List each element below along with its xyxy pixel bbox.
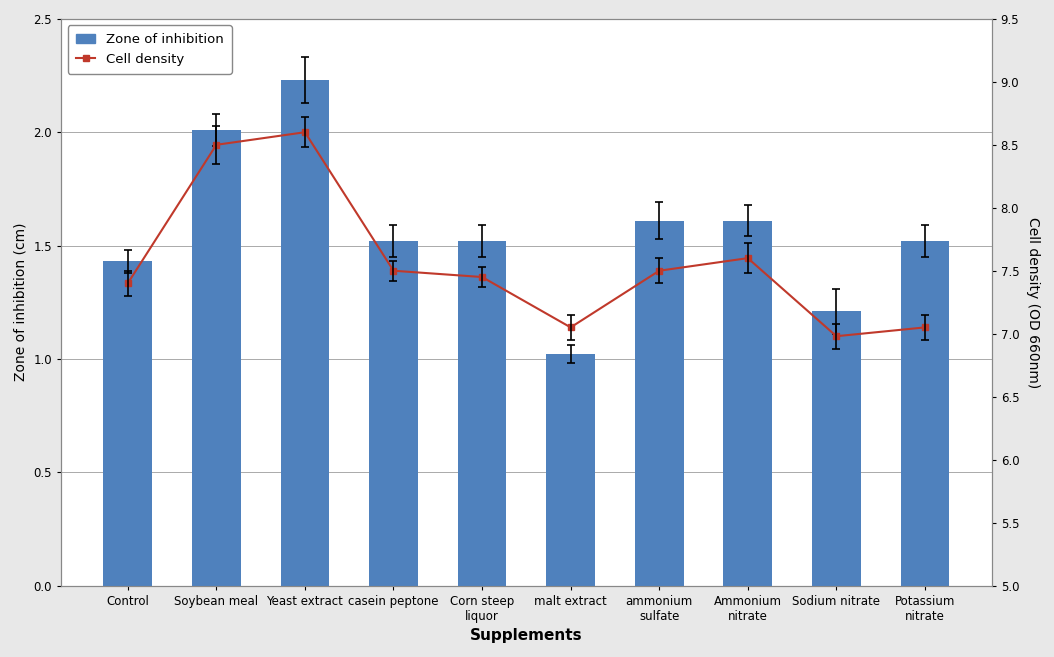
Bar (812, 311, 861, 585)
Legend: Zone of inhibition, Cell density: Zone of inhibition, Cell density (67, 26, 232, 74)
Y-axis label: Cell density (OD 660nm): Cell density (OD 660nm) (1027, 217, 1040, 388)
Bar (546, 354, 596, 585)
Y-axis label: Zone of inhibition (cm): Zone of inhibition (cm) (14, 223, 27, 382)
X-axis label: Supplements: Supplements (470, 628, 583, 643)
Bar (723, 221, 773, 585)
Bar (900, 241, 950, 585)
Bar (635, 221, 684, 585)
Bar (369, 241, 417, 585)
Bar (280, 80, 329, 585)
Bar (192, 130, 240, 585)
Bar (103, 261, 152, 585)
Bar (457, 241, 506, 585)
